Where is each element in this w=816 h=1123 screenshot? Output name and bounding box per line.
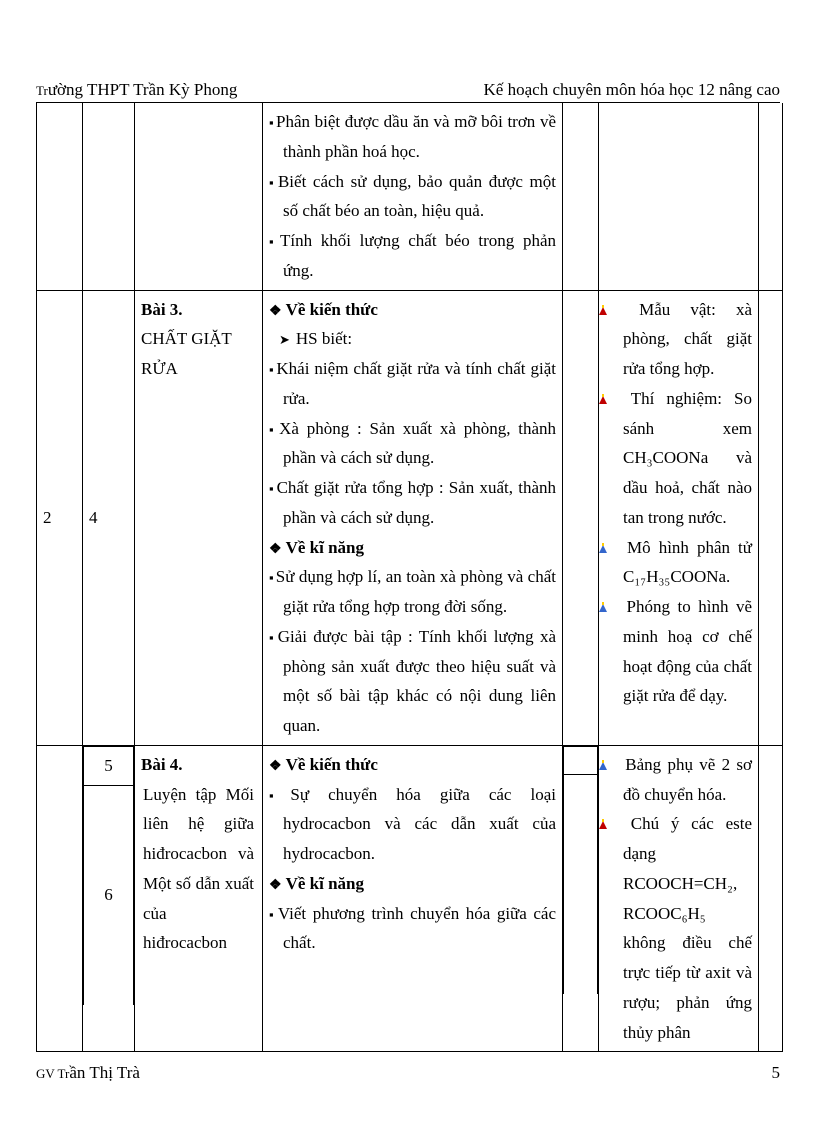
page-footer: GV Trần Thị Trà 5 xyxy=(36,1063,780,1083)
cell-materials: Bảng phụ vẽ 2 sơ đồ chuyển hóa. Chú ý cá… xyxy=(599,745,759,1052)
pin-icon xyxy=(605,750,619,780)
list-item: Biết cách sử dụng, bảo quản được một số … xyxy=(269,167,556,227)
cell-period: 4 xyxy=(83,290,135,745)
section-heading: Về kĩ năng xyxy=(269,533,556,563)
list-item: Mô hình phân tử C₁₇H₃₅COONa. xyxy=(605,533,752,593)
lesson-title: Luyện tập Mối liên hệ giữa hiđrocacbon v… xyxy=(141,780,256,959)
section-heading: Về kĩ năng xyxy=(269,869,556,899)
cell-objectives: Về kiến thức HS biết: Khái niệm chất giặ… xyxy=(263,290,563,745)
pin-icon xyxy=(605,295,619,325)
list-item: Phóng to hình vẽ minh hoạ cơ chế hoạt độ… xyxy=(605,592,752,711)
pin-icon xyxy=(605,592,619,622)
list-item: Sử dụng hợp lí, an toàn xà phòng và chất… xyxy=(269,562,556,622)
footer-page-number: 5 xyxy=(772,1063,781,1083)
header-school: Trường THPT Trần Kỳ Phong xyxy=(36,80,237,100)
lesson-number: Bài 4. xyxy=(141,750,256,780)
list-item: Chú ý các este dạng RCOOCH=CH₂, RCOOC₆H₅… xyxy=(605,809,752,1047)
list-item: Sự chuyển hóa giữa các loại hydrocacbon … xyxy=(269,780,556,869)
table-row: Phân biệt được dầu ăn và mỡ bôi trơn về … xyxy=(37,103,783,290)
pin-icon xyxy=(605,809,619,839)
curriculum-table: Phân biệt được dầu ăn và mỡ bôi trơn về … xyxy=(36,103,783,1052)
table-row: 2 4 Bài 3. CHẤT GIẶT RỬA Về kiến thức HS… xyxy=(37,290,783,745)
list-item: Giải được bài tập : Tính khối lượng xà p… xyxy=(269,622,556,741)
cell-period: 5 xyxy=(84,746,134,785)
page-header: Trường THPT Trần Kỳ Phong Kế hoạch chuyê… xyxy=(36,80,780,103)
section-heading: Về kiến thức xyxy=(269,750,556,780)
pin-icon xyxy=(605,533,619,563)
list-item: Khái niệm chất giặt rửa và tính chất giặ… xyxy=(269,354,556,414)
footer-teacher: GV Trần Thị Trà xyxy=(36,1063,140,1083)
list-item: Chất giặt rửa tổng hợp : Sản xuất, thành… xyxy=(269,473,556,533)
list-item: Tính khối lượng chất béo trong phản ứng. xyxy=(269,226,556,286)
cell-week: 2 xyxy=(37,290,83,745)
cell-lesson: Bài 3. CHẤT GIẶT RỬA xyxy=(135,290,263,745)
cell-materials: Mẫu vật: xà phòng, chất giặt rửa tổng hợ… xyxy=(599,290,759,745)
cell-objectives: Về kiến thức Sự chuyển hóa giữa các loại… xyxy=(263,745,563,1052)
list-item: Xà phòng : Sản xuất xà phòng, thành phần… xyxy=(269,414,556,474)
list-item: Bảng phụ vẽ 2 sơ đồ chuyển hóa. xyxy=(605,750,752,810)
list-item: Mẫu vật: xà phòng, chất giặt rửa tổng hợ… xyxy=(605,295,752,384)
cell-lesson: Bài 4. Luyện tập Mối liên hệ giữa hiđroc… xyxy=(135,745,263,1052)
list-item: Thí nghiệm: So sánh xem CH₃COONa và dầu … xyxy=(605,384,752,533)
header-plan-title: Kế hoạch chuyên môn hóa học 12 nâng cao xyxy=(484,80,780,100)
lesson-title: CHẤT GIẶT RỬA xyxy=(141,324,256,384)
objectives-list: Phân biệt được dầu ăn và mỡ bôi trơn về … xyxy=(269,107,556,286)
period-split: 5 6 xyxy=(83,746,134,1005)
list-item: Phân biệt được dầu ăn và mỡ bôi trơn về … xyxy=(269,107,556,167)
list-item: Viết phương trình chuyển hóa giữa các ch… xyxy=(269,899,556,959)
hs-biet: HS biết: xyxy=(269,324,556,354)
table-row: 5 6 Bài 4. Luyện tập Mối liên hệ giữa hi… xyxy=(37,745,783,1052)
pin-icon xyxy=(605,384,619,414)
cell-period: 6 xyxy=(84,785,134,1005)
section-heading: Về kiến thức xyxy=(269,295,556,325)
lesson-number: Bài 3. xyxy=(141,295,256,325)
